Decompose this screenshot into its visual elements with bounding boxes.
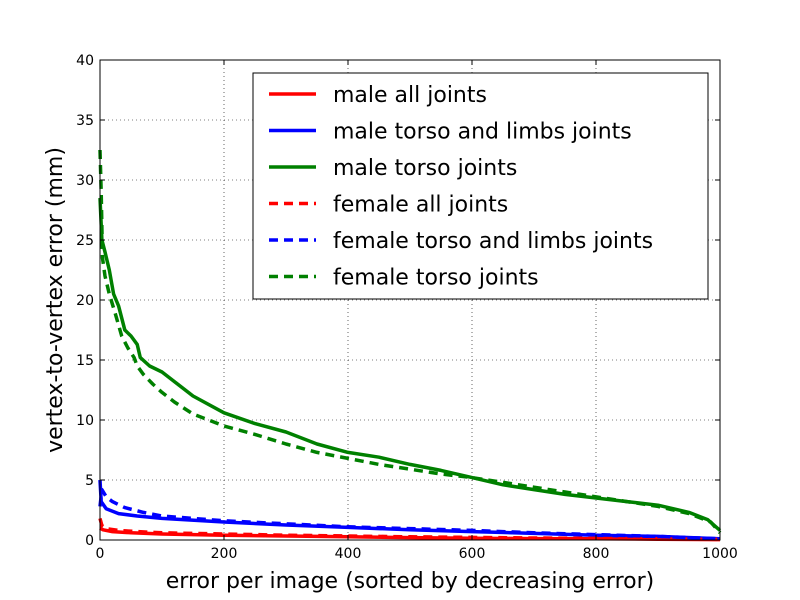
- plot-series: [98, 149, 722, 542]
- series-line-female-all-joints: [98, 517, 721, 542]
- y-tick-label: 25: [76, 233, 94, 249]
- series-line-female-torso-joints: [98, 149, 722, 534]
- legend-label-male-torso-joints: male torso joints: [333, 156, 517, 181]
- x-tick-label: 600: [459, 546, 486, 562]
- y-tick-label: 10: [76, 413, 94, 429]
- legend-box: [252, 72, 709, 300]
- series-line-male-torso-joints: [98, 197, 722, 532]
- y-tick-label: 35: [76, 113, 94, 129]
- y-tick-label: 0: [85, 533, 94, 549]
- y-tick-label: 40: [76, 53, 94, 69]
- x-tick-label: 0: [96, 546, 105, 562]
- legend-label-female-torso-and-limbs-joints: female torso and limbs joints: [333, 229, 653, 254]
- legend-label-female-all-joints: female all joints: [333, 193, 508, 218]
- x-tick-label: 800: [583, 546, 610, 562]
- legend-label-male-torso-and-limbs-joints: male torso and limbs joints: [333, 120, 632, 145]
- legend-label-female-torso-joints: female torso joints: [333, 266, 539, 291]
- x-axis-label: error per image (sorted by decreasing er…: [166, 569, 654, 594]
- y-tick-label: 5: [85, 473, 94, 489]
- legend: male all joints male torso and limbs join…: [252, 72, 709, 300]
- series-line-male-all-joints: [99, 526, 721, 542]
- y-axis-label: vertex-to-vertex error (mm): [43, 147, 68, 453]
- axis-ticks: 0 200 400 600 800 1000 0 5 10 15 20 25 30 35 40: [76, 53, 738, 562]
- legend-label-male-all-joints: male all joints: [333, 83, 487, 108]
- series-line-female-torso-and-limbs-joints: [98, 487, 721, 541]
- y-tick-label: 30: [76, 173, 94, 189]
- x-tick-label: 1000: [702, 546, 738, 562]
- y-tick-label: 20: [76, 293, 94, 309]
- x-tick-label: 400: [335, 546, 362, 562]
- y-tick-label: 15: [76, 353, 94, 369]
- x-tick-label: 200: [211, 546, 238, 562]
